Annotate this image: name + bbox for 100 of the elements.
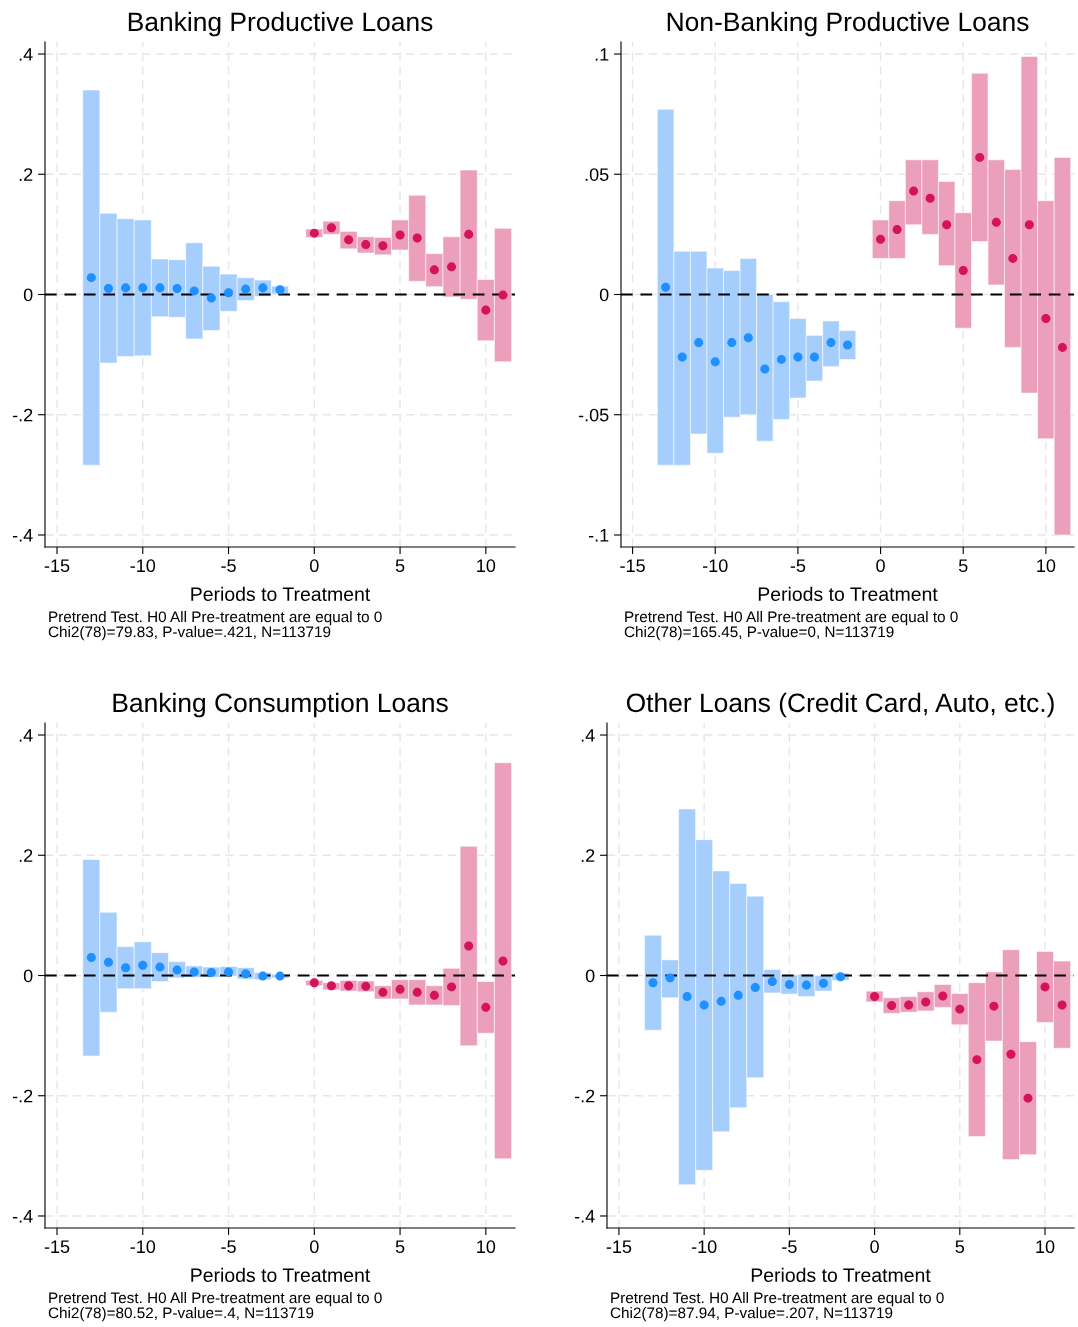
y-tick-label: .1 bbox=[595, 48, 609, 61]
point bbox=[1024, 220, 1034, 230]
point bbox=[103, 283, 113, 293]
y-tick-label: -.05 bbox=[578, 408, 609, 422]
chart-title: Non-Banking Productive Loans bbox=[667, 11, 1029, 37]
x-tick-label: 0 bbox=[876, 559, 885, 573]
point bbox=[481, 1002, 491, 1012]
point bbox=[661, 282, 671, 292]
point bbox=[835, 972, 846, 982]
point bbox=[1041, 314, 1051, 324]
y-tick-label: 0 bbox=[585, 969, 595, 983]
point bbox=[776, 354, 786, 364]
y-tick-label: .2 bbox=[581, 849, 595, 862]
y-tick-label: 0 bbox=[23, 969, 33, 983]
point bbox=[793, 352, 803, 362]
point bbox=[826, 338, 836, 348]
point bbox=[1008, 253, 1018, 263]
point bbox=[412, 233, 422, 243]
chart-title: Other Loans (Credit Card, Auto, etc.) bbox=[626, 692, 1054, 718]
point bbox=[716, 996, 726, 1006]
x-tick-label: -10 bbox=[130, 559, 156, 573]
y-tick-label: 0 bbox=[599, 288, 609, 302]
y-tick-label: .2 bbox=[19, 849, 33, 862]
point bbox=[750, 983, 760, 993]
text: Pretrend Test. H0 All Pre-treatment are equal to 0 bbox=[49, 611, 382, 626]
x-tick-label: 10 bbox=[477, 559, 496, 573]
text: Chi2(78)=79.83, P-value=.421, N=113719 bbox=[48, 626, 331, 641]
y-tick-label: -.4 bbox=[12, 529, 33, 542]
y-tick-label: -.2 bbox=[12, 408, 33, 422]
point bbox=[275, 285, 285, 295]
point bbox=[942, 220, 952, 230]
point bbox=[743, 333, 753, 343]
point bbox=[972, 1055, 982, 1065]
x-tick-label: 10 bbox=[477, 1240, 496, 1254]
x-tick-label: 0 bbox=[309, 559, 319, 573]
y-tick-label: -.1 bbox=[588, 529, 609, 542]
point bbox=[958, 265, 968, 275]
point bbox=[326, 981, 336, 991]
point bbox=[86, 952, 96, 962]
point bbox=[694, 338, 704, 348]
point bbox=[909, 186, 919, 196]
y-tick-label: -.4 bbox=[12, 1210, 33, 1223]
point bbox=[498, 290, 508, 300]
point bbox=[975, 152, 985, 162]
point bbox=[275, 971, 285, 981]
x-tick-label: -10 bbox=[691, 1240, 717, 1254]
point bbox=[447, 262, 457, 272]
x-axis-title: Periods to Treatment bbox=[191, 586, 371, 602]
point bbox=[760, 364, 770, 374]
x-tick-label: -15 bbox=[620, 559, 645, 573]
text: Pretrend Test. H0 All Pre-treatment are equal to 0 bbox=[49, 1292, 382, 1307]
y-tick-label: .4 bbox=[19, 729, 33, 742]
point bbox=[138, 960, 148, 970]
x-tick-label: 0 bbox=[870, 1240, 879, 1254]
x-tick-label: -5 bbox=[782, 1240, 797, 1254]
point bbox=[86, 273, 96, 283]
text: Pretrend Test. H0 All Pre-treatment are equal to 0 bbox=[611, 1292, 944, 1307]
text: Chi2(78)=87.94, P-value=.207, N=113719 bbox=[610, 1307, 893, 1322]
point bbox=[464, 229, 474, 239]
x-tick-label: -15 bbox=[606, 1240, 632, 1254]
text: Pretrend Test. H0 All Pre-treatment are equal to 0 bbox=[625, 611, 958, 626]
point bbox=[103, 957, 113, 967]
point bbox=[648, 978, 658, 988]
point bbox=[682, 992, 692, 1002]
y-tick-label: -.2 bbox=[574, 1089, 595, 1103]
point bbox=[699, 1000, 709, 1010]
x-tick-label: -5 bbox=[790, 559, 806, 573]
text: Chi2(78)=165.45, P-value=0, N=113719 bbox=[624, 626, 894, 641]
y-tick-label: .4 bbox=[19, 48, 33, 61]
x-tick-label: 0 bbox=[309, 1240, 319, 1254]
x-tick-label: -15 bbox=[44, 1240, 70, 1254]
x-tick-label: 5 bbox=[395, 1240, 405, 1254]
point bbox=[677, 352, 687, 362]
chart-title: Banking Productive Loans bbox=[128, 11, 433, 37]
point bbox=[733, 990, 743, 1000]
point bbox=[121, 283, 131, 293]
point bbox=[189, 286, 199, 296]
point bbox=[138, 283, 148, 293]
y-tick-label: .05 bbox=[585, 168, 609, 181]
point bbox=[481, 305, 491, 315]
point bbox=[309, 228, 319, 238]
x-axis-title: Periods to Treatment bbox=[758, 586, 938, 602]
point bbox=[925, 193, 935, 203]
point bbox=[892, 225, 902, 235]
x-tick-label: 5 bbox=[955, 1240, 965, 1254]
x-tick-label: -5 bbox=[221, 1240, 236, 1254]
x-tick-label: 10 bbox=[1036, 1240, 1055, 1254]
y-tick-label: -.2 bbox=[12, 1089, 33, 1103]
x-tick-label: -10 bbox=[702, 559, 728, 573]
x-tick-label: -5 bbox=[221, 559, 236, 573]
y-tick-label: .4 bbox=[581, 729, 595, 742]
x-tick-label: 5 bbox=[395, 559, 405, 573]
point bbox=[710, 357, 720, 367]
point bbox=[989, 1001, 999, 1011]
point bbox=[172, 283, 182, 293]
point bbox=[206, 293, 216, 303]
point bbox=[309, 978, 319, 988]
point bbox=[727, 338, 737, 348]
point bbox=[1057, 342, 1067, 352]
point bbox=[1023, 1093, 1033, 1103]
